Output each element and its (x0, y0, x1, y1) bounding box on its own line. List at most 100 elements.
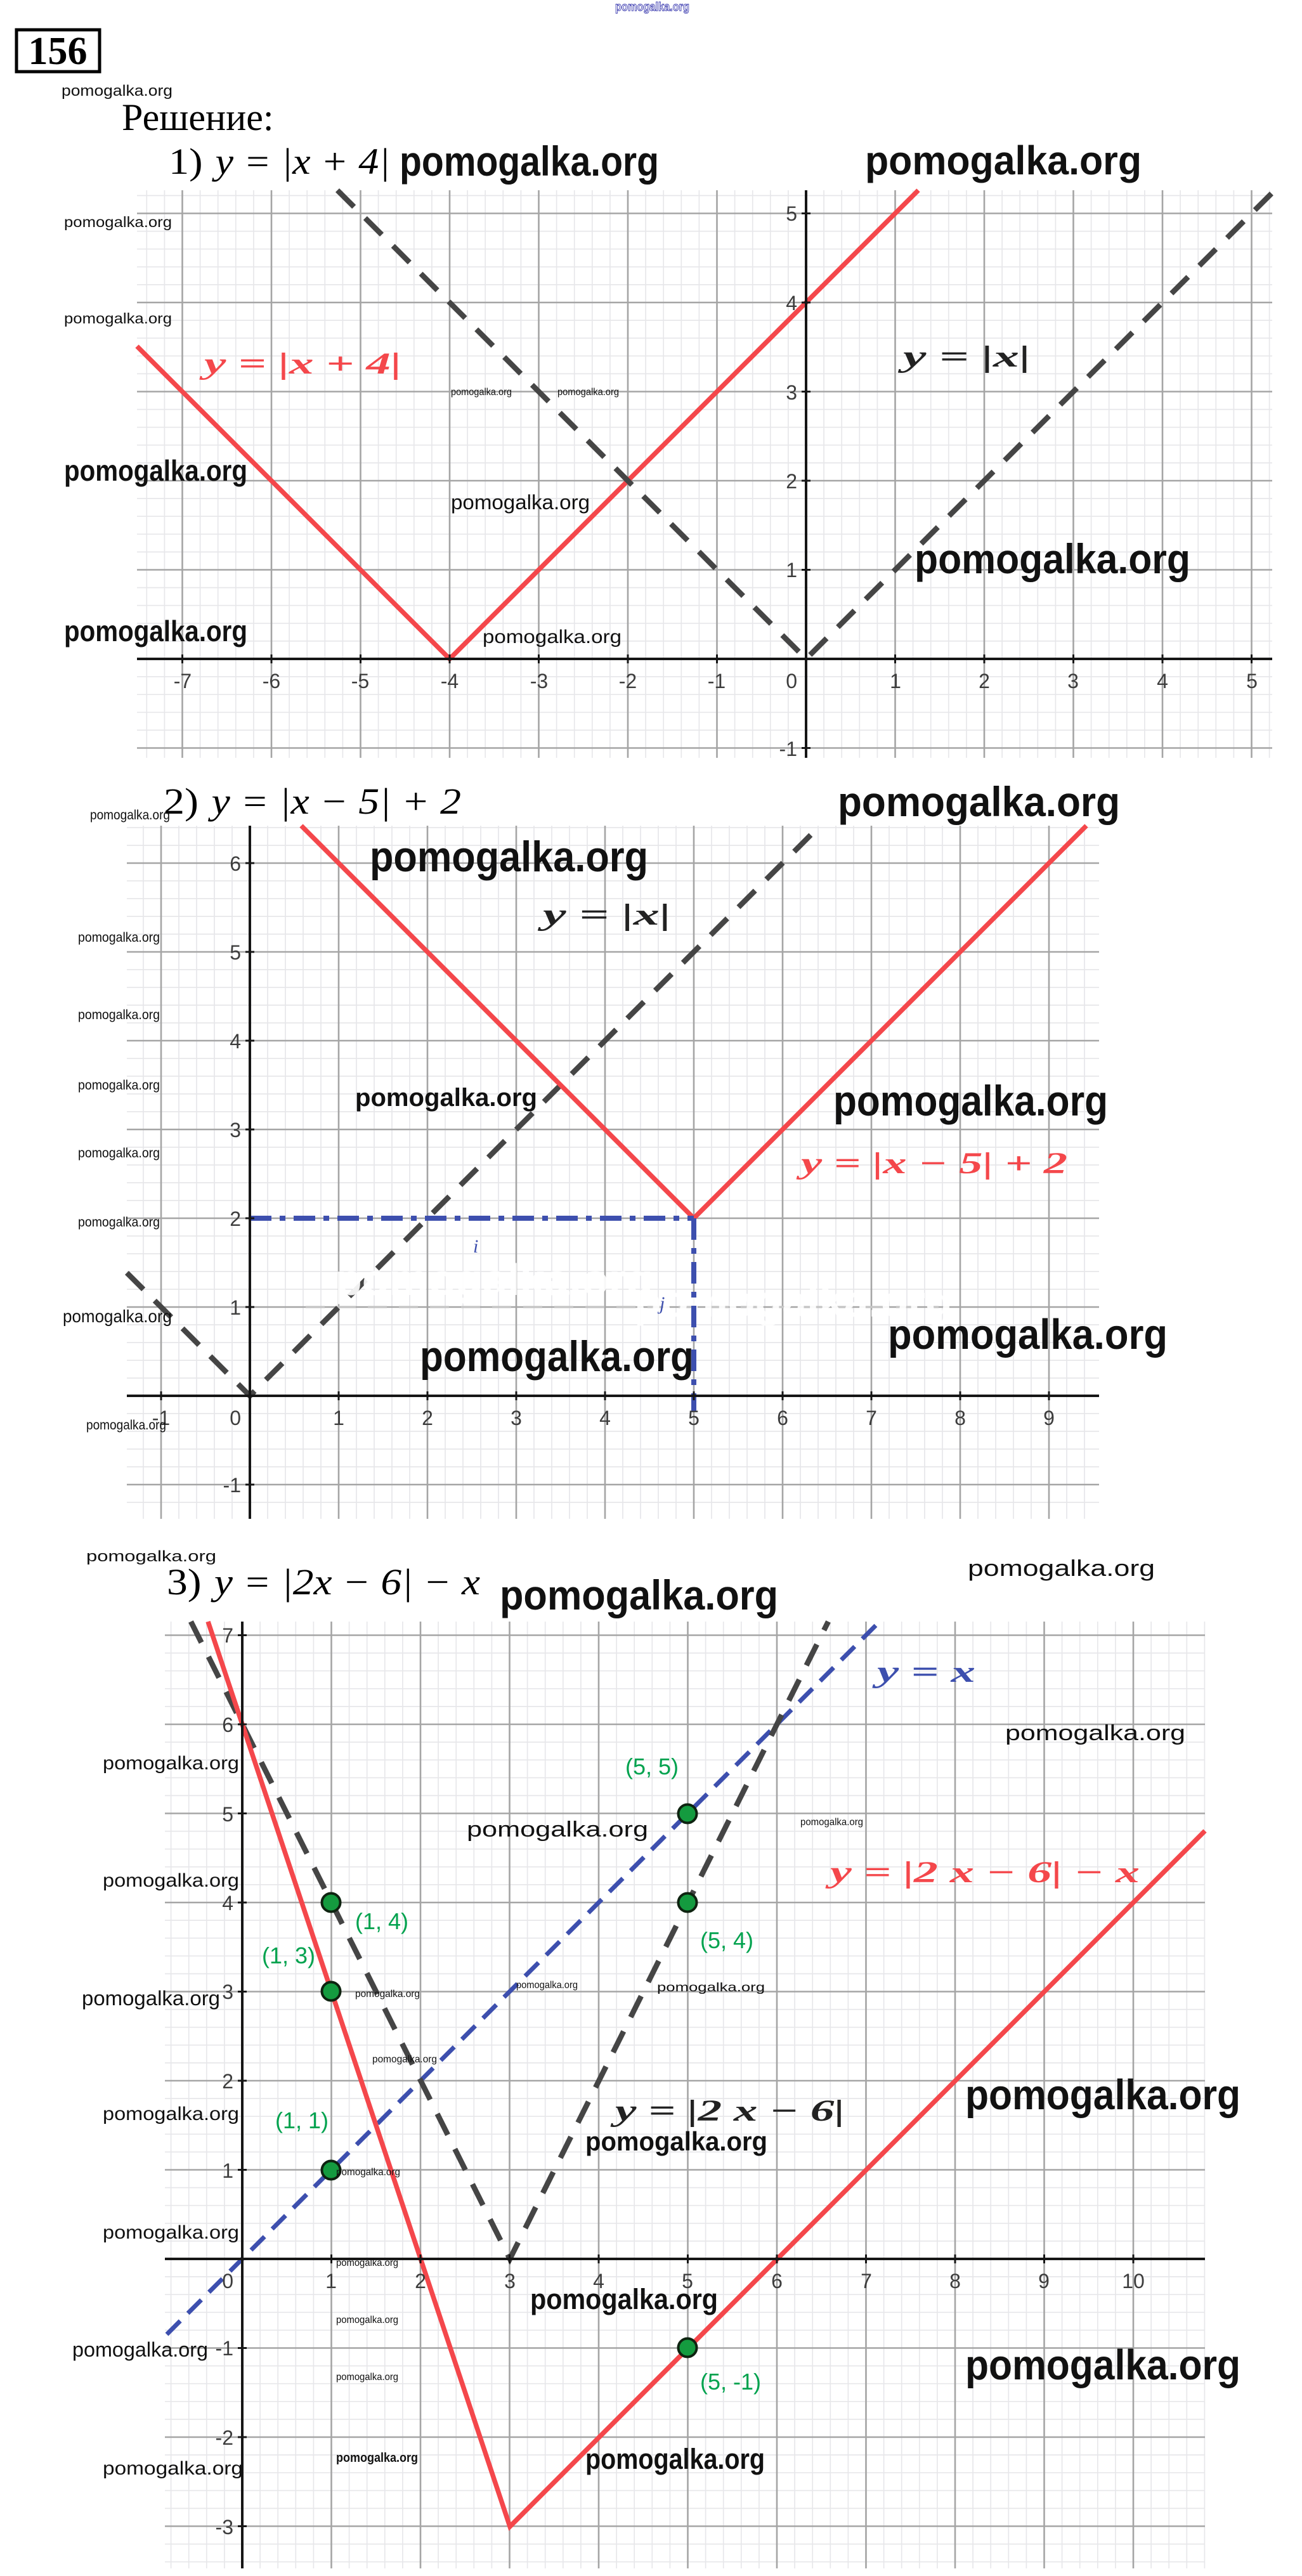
svg-text:(5, -1): (5, -1) (700, 2369, 761, 2395)
svg-text:pomogalka.org: pomogalka.org (451, 491, 590, 514)
svg-text:2: 2 (230, 1207, 241, 1230)
svg-text:3: 3 (786, 381, 797, 404)
svg-text:pomogalka.org: pomogalka.org (336, 2315, 398, 2326)
svg-text:3: 3 (504, 2270, 516, 2293)
svg-text:5: 5 (786, 202, 797, 225)
svg-text:8: 8 (954, 1407, 966, 1429)
svg-text:pomogalka.org: pomogalka.org (585, 2443, 765, 2475)
svg-text:4: 4 (786, 292, 797, 315)
svg-text:9: 9 (1038, 2270, 1050, 2293)
svg-text:pomogalka.org: pomogalka.org (86, 1548, 216, 1565)
svg-text:pomogalka.org: pomogalka.org (516, 1980, 578, 1991)
svg-text:5: 5 (230, 941, 241, 964)
svg-text:4: 4 (222, 1892, 233, 1915)
svg-text:pomogalka.org: pomogalka.org (800, 1817, 863, 1828)
svg-text:pomogalka.org: pomogalka.org (335, 1255, 653, 1304)
svg-text:pomogalka.org: pomogalka.org (585, 2126, 767, 2156)
svg-text:7: 7 (866, 1407, 877, 1429)
svg-text:pomogalka.org: pomogalka.org (336, 2167, 400, 2178)
svg-text:pomogalka.org: pomogalka.org (1005, 1721, 1185, 1745)
svg-text:5: 5 (682, 2270, 693, 2293)
svg-text:-2: -2 (619, 670, 637, 693)
svg-text:1: 1 (325, 2270, 337, 2293)
svg-text:pomogalka.org: pomogalka.org (557, 387, 619, 398)
svg-text:8: 8 (949, 2270, 961, 2293)
svg-text:5: 5 (1246, 670, 1258, 693)
svg-text:pomogalka.org: pomogalka.org (82, 1987, 220, 2010)
svg-text:-5: -5 (351, 670, 369, 693)
svg-text:pomogalka.org: pomogalka.org (915, 535, 1190, 582)
svg-text:pomogalka.org: pomogalka.org (336, 2258, 398, 2268)
svg-text:1: 1 (890, 670, 901, 693)
svg-text:(1, 1): (1, 1) (275, 2107, 329, 2133)
svg-text:y = |x|: y = |x| (537, 898, 671, 932)
svg-text:-1: -1 (223, 1474, 241, 1497)
svg-text:pomogalka.org: pomogalka.org (103, 2458, 243, 2479)
svg-text:pomogalka.org: pomogalka.org (64, 615, 247, 647)
svg-text:0: 0 (786, 670, 797, 693)
svg-text:6: 6 (777, 1407, 788, 1429)
svg-text:pomogalka.org: pomogalka.org (103, 1870, 239, 1891)
svg-text:2: 2 (979, 670, 990, 693)
svg-text:3: 3 (1067, 670, 1079, 693)
svg-text:pomogalka.org: pomogalka.org (483, 627, 622, 647)
svg-text:-6: -6 (263, 670, 280, 693)
svg-text:1: 1 (786, 559, 797, 582)
svg-text:pomogalka.org: pomogalka.org (838, 778, 1120, 825)
svg-text:pomogalka.org: pomogalka.org (968, 1555, 1155, 1581)
svg-text:(1, 4): (1, 4) (355, 1908, 408, 1934)
svg-text:pomogalka.org: pomogalka.org (64, 454, 247, 487)
svg-text:-1: -1 (779, 738, 797, 760)
svg-text:1: 1 (333, 1407, 344, 1429)
svg-text:y = |x|: y = |x| (897, 340, 1031, 374)
svg-text:-3: -3 (216, 2516, 233, 2539)
svg-text:(5, 5): (5, 5) (625, 1753, 679, 1779)
svg-text:7: 7 (222, 1624, 233, 1647)
svg-text:y = |2 x − 6| − x: y = |2 x − 6| − x (825, 1856, 1140, 1889)
svg-text:y = |x − 5| + 2: y = |x − 5| + 2 (796, 1147, 1067, 1180)
svg-text:pomogalka.org: pomogalka.org (103, 1753, 239, 1774)
svg-text:4: 4 (593, 2270, 604, 2293)
svg-text:5: 5 (222, 1803, 233, 1826)
svg-text:y = |2 x − 6|: y = |2 x − 6| (610, 2094, 845, 2128)
svg-text:2: 2 (415, 2270, 426, 2293)
svg-text:1: 1 (230, 1296, 241, 1319)
svg-text:3: 3 (222, 1981, 233, 2003)
svg-text:pomogalka.org: pomogalka.org (72, 2338, 208, 2361)
svg-text:2: 2 (222, 2070, 233, 2093)
svg-text:pomogalka.org: pomogalka.org (657, 1981, 765, 1994)
svg-text:pomogalka.org: pomogalka.org (500, 1571, 778, 1618)
svg-text:4: 4 (599, 1407, 611, 1429)
svg-text:pomogalka.org: pomogalka.org (451, 387, 512, 398)
svg-text:pomogalka.org: pomogalka.org (90, 808, 170, 823)
svg-text:pomogalka.org: pomogalka.org (965, 2341, 1240, 2389)
svg-text:y = x: y = x (872, 1655, 975, 1689)
svg-text:7: 7 (861, 2270, 872, 2293)
svg-text:4: 4 (1157, 670, 1168, 693)
svg-text:pomogalka.org: pomogalka.org (467, 1818, 648, 1842)
svg-text:pomogalka.org: pomogalka.org (86, 1418, 166, 1433)
svg-text:3: 3 (511, 1407, 522, 1429)
svg-text:0: 0 (230, 1407, 241, 1429)
svg-text:pomogalka.org: pomogalka.org (965, 2071, 1240, 2119)
svg-text:1)y = |x + 4|: 1) y = |x + 4| (169, 141, 390, 182)
svg-text:pomogalka.org: pomogalka.org (64, 214, 172, 230)
svg-text:y = |x + 4|: y = |x + 4| (199, 347, 401, 381)
svg-text:156: 156 (29, 30, 88, 73)
svg-text:-1: -1 (708, 670, 726, 693)
svg-text:j: j (657, 1293, 665, 1314)
svg-text:pomogalka.org: pomogalka.org (615, 1, 689, 14)
svg-text:-7: -7 (174, 670, 192, 693)
svg-text:pomogalka.org: pomogalka.org (103, 2104, 239, 2124)
svg-text:2: 2 (786, 470, 797, 493)
svg-text:pomogalka.org: pomogalka.org (336, 2372, 398, 2383)
svg-text:pomogalka.org: pomogalka.org (103, 2222, 239, 2243)
svg-text:pomogalka.org: pomogalka.org (78, 1008, 160, 1022)
svg-text:10: 10 (1122, 2270, 1145, 2293)
svg-text:6: 6 (230, 852, 241, 875)
svg-text:5: 5 (688, 1407, 700, 1429)
svg-text:2: 2 (422, 1407, 433, 1429)
svg-text:-3: -3 (530, 670, 548, 693)
svg-text:pomogalka.org: pomogalka.org (865, 138, 1142, 183)
svg-text:pomogalka.org: pomogalka.org (888, 1311, 1168, 1358)
